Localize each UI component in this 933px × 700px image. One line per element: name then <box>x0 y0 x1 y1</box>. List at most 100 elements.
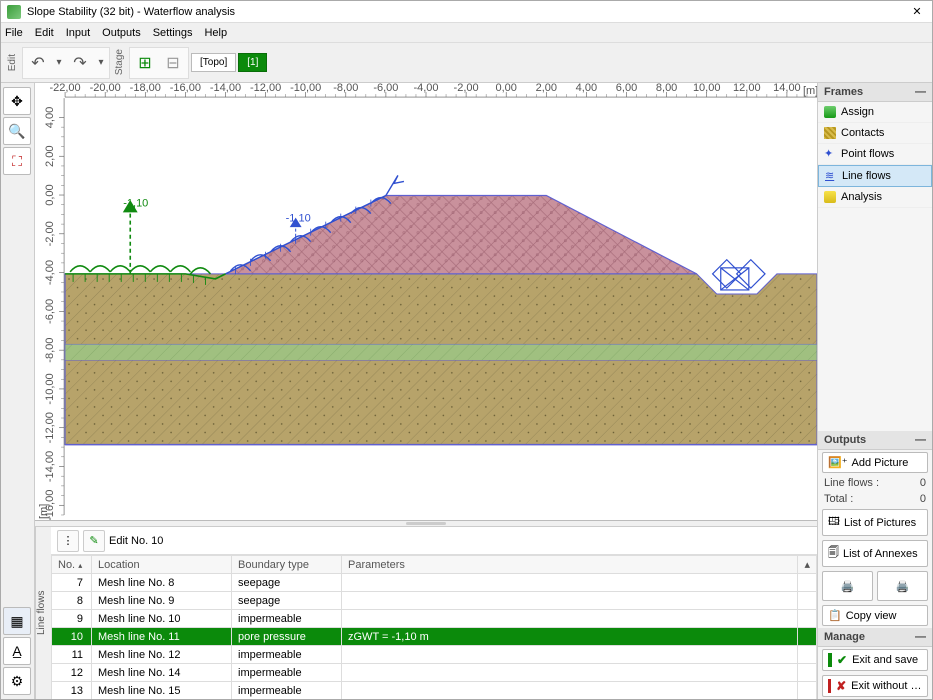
col-no[interactable]: No. ▴ <box>52 556 92 574</box>
frames-item-contacts[interactable]: Contacts <box>818 123 932 144</box>
close-button[interactable]: ✕ <box>908 5 926 18</box>
svg-text:2,00: 2,00 <box>44 146 56 167</box>
window-title: Slope Stability (32 bit) - Waterflow ana… <box>27 6 908 18</box>
bottom-panel: Line flows ⋮ ✎ Edit No. 10 No. ▴ Locatio… <box>35 527 817 699</box>
contacts-icon <box>824 127 836 139</box>
svg-text:-16,00: -16,00 <box>170 83 201 94</box>
outputs-collapse[interactable]: — <box>915 434 926 446</box>
frames-collapse[interactable]: — <box>915 86 926 98</box>
menu-help[interactable]: Help <box>204 27 227 39</box>
svg-text:-6,00: -6,00 <box>373 83 398 94</box>
bottombar-button[interactable]: ⋮ <box>57 530 79 552</box>
titlebar: Slope Stability (32 bit) - Waterflow ana… <box>1 1 932 23</box>
svg-text:-6,00: -6,00 <box>44 299 56 324</box>
svg-text:-4,00: -4,00 <box>413 83 438 94</box>
copy-icon: 📋 <box>828 609 842 622</box>
svg-text:-14,00: -14,00 <box>44 451 56 482</box>
x-unit: [m] <box>803 85 817 97</box>
menu-outputs[interactable]: Outputs <box>102 27 141 39</box>
copy-view-button[interactable]: 📋 Copy view <box>822 605 928 626</box>
col-location[interactable]: Location <box>92 556 232 574</box>
add-picture-button[interactable]: 🖼️⁺ Add Picture <box>822 452 928 473</box>
pan-tool[interactable]: ✥ <box>3 87 31 115</box>
analysis-icon <box>824 191 836 203</box>
svg-text:2,00: 2,00 <box>536 83 557 94</box>
undo-dropdown[interactable]: ▾ <box>53 50 65 76</box>
redo-button[interactable]: ↷ <box>67 50 93 76</box>
svg-text:-2,00: -2,00 <box>44 221 56 246</box>
table-row[interactable]: 13Mesh line No. 15impermeable <box>52 682 817 700</box>
table-row[interactable]: 11Mesh line No. 12impermeable <box>52 646 817 664</box>
stage-tab-topo[interactable]: [Topo] <box>191 53 236 72</box>
undo-button[interactable]: ↶ <box>25 50 51 76</box>
edit-side-label: Edit <box>7 54 18 71</box>
list-annexes-button[interactable]: 🗐 List of Annexes <box>822 540 928 567</box>
bottom-tab-label[interactable]: Line flows <box>35 527 51 699</box>
svg-text:6,00: 6,00 <box>616 83 637 94</box>
menu-settings[interactable]: Settings <box>153 27 193 39</box>
menu-edit[interactable]: Edit <box>35 27 54 39</box>
svg-text:-2,00: -2,00 <box>454 83 479 94</box>
frames-item-analysis[interactable]: Analysis <box>818 187 932 208</box>
zoom-tool[interactable]: 🔍 <box>3 117 31 145</box>
list-pictures-button[interactable]: 🖽 List of Pictures <box>822 509 928 536</box>
col-scroll[interactable]: ▴ <box>798 556 817 574</box>
print-button-1[interactable]: 🖨️ <box>822 571 873 601</box>
svg-text:4,00: 4,00 <box>44 107 56 128</box>
app-icon <box>7 5 21 19</box>
svg-text:-12,00: -12,00 <box>44 412 56 443</box>
exit-save-button[interactable]: ✔ Exit and save <box>822 649 928 671</box>
svg-text:-22,00: -22,00 <box>49 83 80 94</box>
edit-row-icon[interactable]: ✎ <box>83 530 105 552</box>
y-unit: [m] <box>38 504 50 519</box>
menu-file[interactable]: File <box>5 27 23 39</box>
col-params[interactable]: Parameters <box>342 556 798 574</box>
save-bar-icon <box>828 653 832 667</box>
cross-icon: ✘ <box>836 679 846 693</box>
table-row[interactable]: 9Mesh line No. 10impermeable <box>52 610 817 628</box>
outputs-total-count: Total :0 <box>818 491 932 507</box>
table-row[interactable]: 8Mesh line No. 9seepage <box>52 592 817 610</box>
list-pictures-icon: 🖽 <box>828 513 840 532</box>
add-picture-icon: 🖼️⁺ <box>828 456 848 469</box>
svg-text:-20,00: -20,00 <box>90 83 121 94</box>
table-row[interactable]: 12Mesh line No. 14impermeable <box>52 664 817 682</box>
stage-add-button[interactable]: ⊞ <box>132 50 158 76</box>
col-boundary[interactable]: Boundary type <box>232 556 342 574</box>
stage-remove-button[interactable]: ⊟ <box>160 50 186 76</box>
right-pane: Frames— Assign Contacts ✦ Point flows ≋ … <box>817 83 932 699</box>
lineflows-icon: ≋ <box>825 170 837 182</box>
print-button-2[interactable]: 🖨️ <box>877 571 928 601</box>
frames-item-lineflows[interactable]: ≋ Line flows <box>818 165 932 187</box>
svg-text:-12,00: -12,00 <box>250 83 281 94</box>
svg-text:-18,00: -18,00 <box>130 83 161 94</box>
menu-input[interactable]: Input <box>66 27 90 39</box>
settings-tool[interactable]: ⚙ <box>3 667 31 695</box>
frames-item-assign[interactable]: Assign <box>818 102 932 123</box>
model-canvas[interactable]: -22,00-20,00-18,00-16,00-14,00-12,00-10,… <box>35 83 817 521</box>
outputs-lineflows-count: Line flows :0 <box>818 475 932 491</box>
menubar: File Edit Input Outputs Settings Help <box>1 23 932 43</box>
check-icon: ✔ <box>837 653 847 667</box>
manage-collapse[interactable]: — <box>915 631 926 643</box>
svg-text:4,00: 4,00 <box>576 83 597 94</box>
line-flows-table[interactable]: No. ▴ Location Boundary type Parameters … <box>51 555 817 699</box>
exit-nosave-button[interactable]: ✘ Exit without saving <box>822 675 928 697</box>
table-row[interactable]: 7Mesh line No. 8seepage <box>52 574 817 592</box>
printer-icon: 🖨️ <box>896 580 910 593</box>
table-row[interactable]: 10Mesh line No. 11pore pressurezGWT = -1… <box>52 628 817 646</box>
extent-tool[interactable]: ⛶ <box>3 147 31 175</box>
svg-text:14,00: 14,00 <box>773 83 801 94</box>
frames-item-pointflows[interactable]: ✦ Point flows <box>818 144 932 165</box>
gwt-label-1: -1,10 <box>123 198 148 210</box>
stage-tab-1[interactable]: [1] <box>238 53 267 72</box>
label-tool[interactable]: A̲ <box>3 637 31 665</box>
list-annexes-icon: 🗐 <box>828 544 839 563</box>
nosave-bar-icon <box>828 679 831 693</box>
manage-header: Manage— <box>818 628 932 647</box>
redo-dropdown[interactable]: ▾ <box>95 50 107 76</box>
edit-row-label: Edit No. 10 <box>109 535 163 547</box>
table-tool[interactable]: ▦ <box>3 607 31 635</box>
outputs-header: Outputs— <box>818 431 932 450</box>
svg-text:-8,00: -8,00 <box>333 83 358 94</box>
